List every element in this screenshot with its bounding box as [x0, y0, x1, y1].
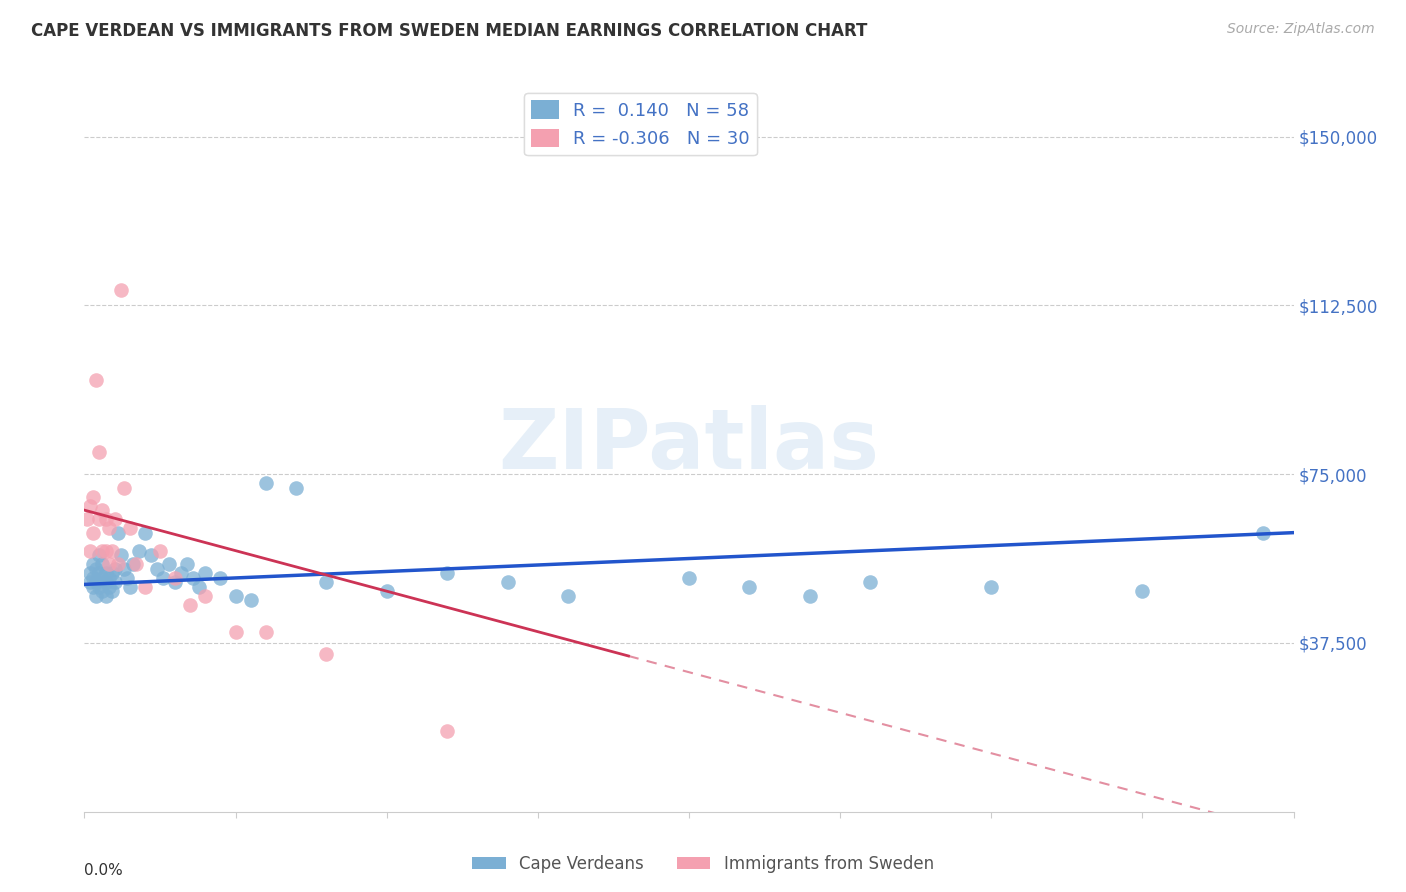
Point — [436, 723, 458, 738]
Point — [91, 571, 114, 585]
Point — [118, 580, 141, 594]
Point — [179, 598, 201, 612]
Point — [285, 481, 308, 495]
Point — [125, 557, 148, 571]
Point — [89, 566, 111, 581]
Point — [89, 580, 111, 594]
Point — [181, 571, 204, 585]
Point — [152, 571, 174, 585]
Point — [146, 562, 169, 576]
Point — [97, 580, 120, 594]
Legend: R =  0.140   N = 58, R = -0.306   N = 30: R = 0.140 N = 58, R = -0.306 N = 30 — [524, 93, 756, 155]
Point — [97, 571, 120, 585]
Point — [94, 512, 117, 526]
Point — [225, 589, 247, 603]
Point — [82, 571, 104, 585]
Point — [79, 543, 101, 558]
Point — [91, 543, 114, 558]
Point — [557, 589, 579, 603]
Point — [91, 584, 114, 599]
Point — [82, 580, 104, 594]
Point — [82, 557, 104, 571]
Point — [91, 557, 114, 571]
Text: Source: ZipAtlas.com: Source: ZipAtlas.com — [1227, 22, 1375, 37]
Point — [128, 543, 150, 558]
Point — [89, 512, 111, 526]
Point — [115, 571, 138, 585]
Point — [738, 580, 761, 594]
Legend: Cape Verdeans, Immigrants from Sweden: Cape Verdeans, Immigrants from Sweden — [465, 848, 941, 880]
Point — [79, 575, 101, 590]
Point — [118, 521, 141, 535]
Point — [91, 503, 114, 517]
Point — [859, 575, 882, 590]
Point — [188, 580, 211, 594]
Point — [97, 521, 120, 535]
Point — [980, 580, 1002, 594]
Point — [139, 548, 162, 562]
Point — [107, 557, 129, 571]
Text: 0.0%: 0.0% — [84, 863, 124, 878]
Point — [315, 647, 337, 661]
Point — [86, 562, 108, 576]
Point — [100, 584, 122, 599]
Point — [678, 571, 700, 585]
Point — [436, 566, 458, 581]
Point — [82, 525, 104, 540]
Point — [157, 557, 180, 571]
Point — [239, 593, 262, 607]
Point — [225, 624, 247, 639]
Point — [86, 589, 108, 603]
Point — [165, 575, 187, 590]
Point — [76, 512, 98, 526]
Point — [134, 580, 156, 594]
Point — [100, 543, 122, 558]
Point — [375, 584, 398, 599]
Point — [170, 566, 193, 581]
Point — [315, 575, 337, 590]
Point — [112, 562, 135, 576]
Point — [104, 562, 127, 576]
Point — [176, 557, 198, 571]
Point — [194, 589, 217, 603]
Point — [121, 557, 143, 571]
Point — [79, 499, 101, 513]
Point — [209, 571, 232, 585]
Point — [89, 548, 111, 562]
Point — [86, 575, 108, 590]
Point — [89, 444, 111, 458]
Point — [496, 575, 519, 590]
Point — [94, 566, 117, 581]
Point — [100, 566, 122, 581]
Point — [107, 525, 129, 540]
Point — [110, 548, 132, 562]
Point — [86, 373, 108, 387]
Point — [1130, 584, 1153, 599]
Point — [165, 571, 187, 585]
Point — [194, 566, 217, 581]
Point — [112, 481, 135, 495]
Point — [79, 566, 101, 581]
Point — [254, 624, 277, 639]
Point — [134, 525, 156, 540]
Point — [1253, 525, 1275, 540]
Point — [82, 490, 104, 504]
Point — [149, 543, 172, 558]
Point — [254, 476, 277, 491]
Point — [104, 512, 127, 526]
Point — [110, 283, 132, 297]
Point — [104, 575, 127, 590]
Point — [799, 589, 821, 603]
Point — [94, 575, 117, 590]
Text: ZIPatlas: ZIPatlas — [499, 406, 879, 486]
Point — [94, 543, 117, 558]
Text: CAPE VERDEAN VS IMMIGRANTS FROM SWEDEN MEDIAN EARNINGS CORRELATION CHART: CAPE VERDEAN VS IMMIGRANTS FROM SWEDEN M… — [31, 22, 868, 40]
Point — [94, 589, 117, 603]
Point — [97, 557, 120, 571]
